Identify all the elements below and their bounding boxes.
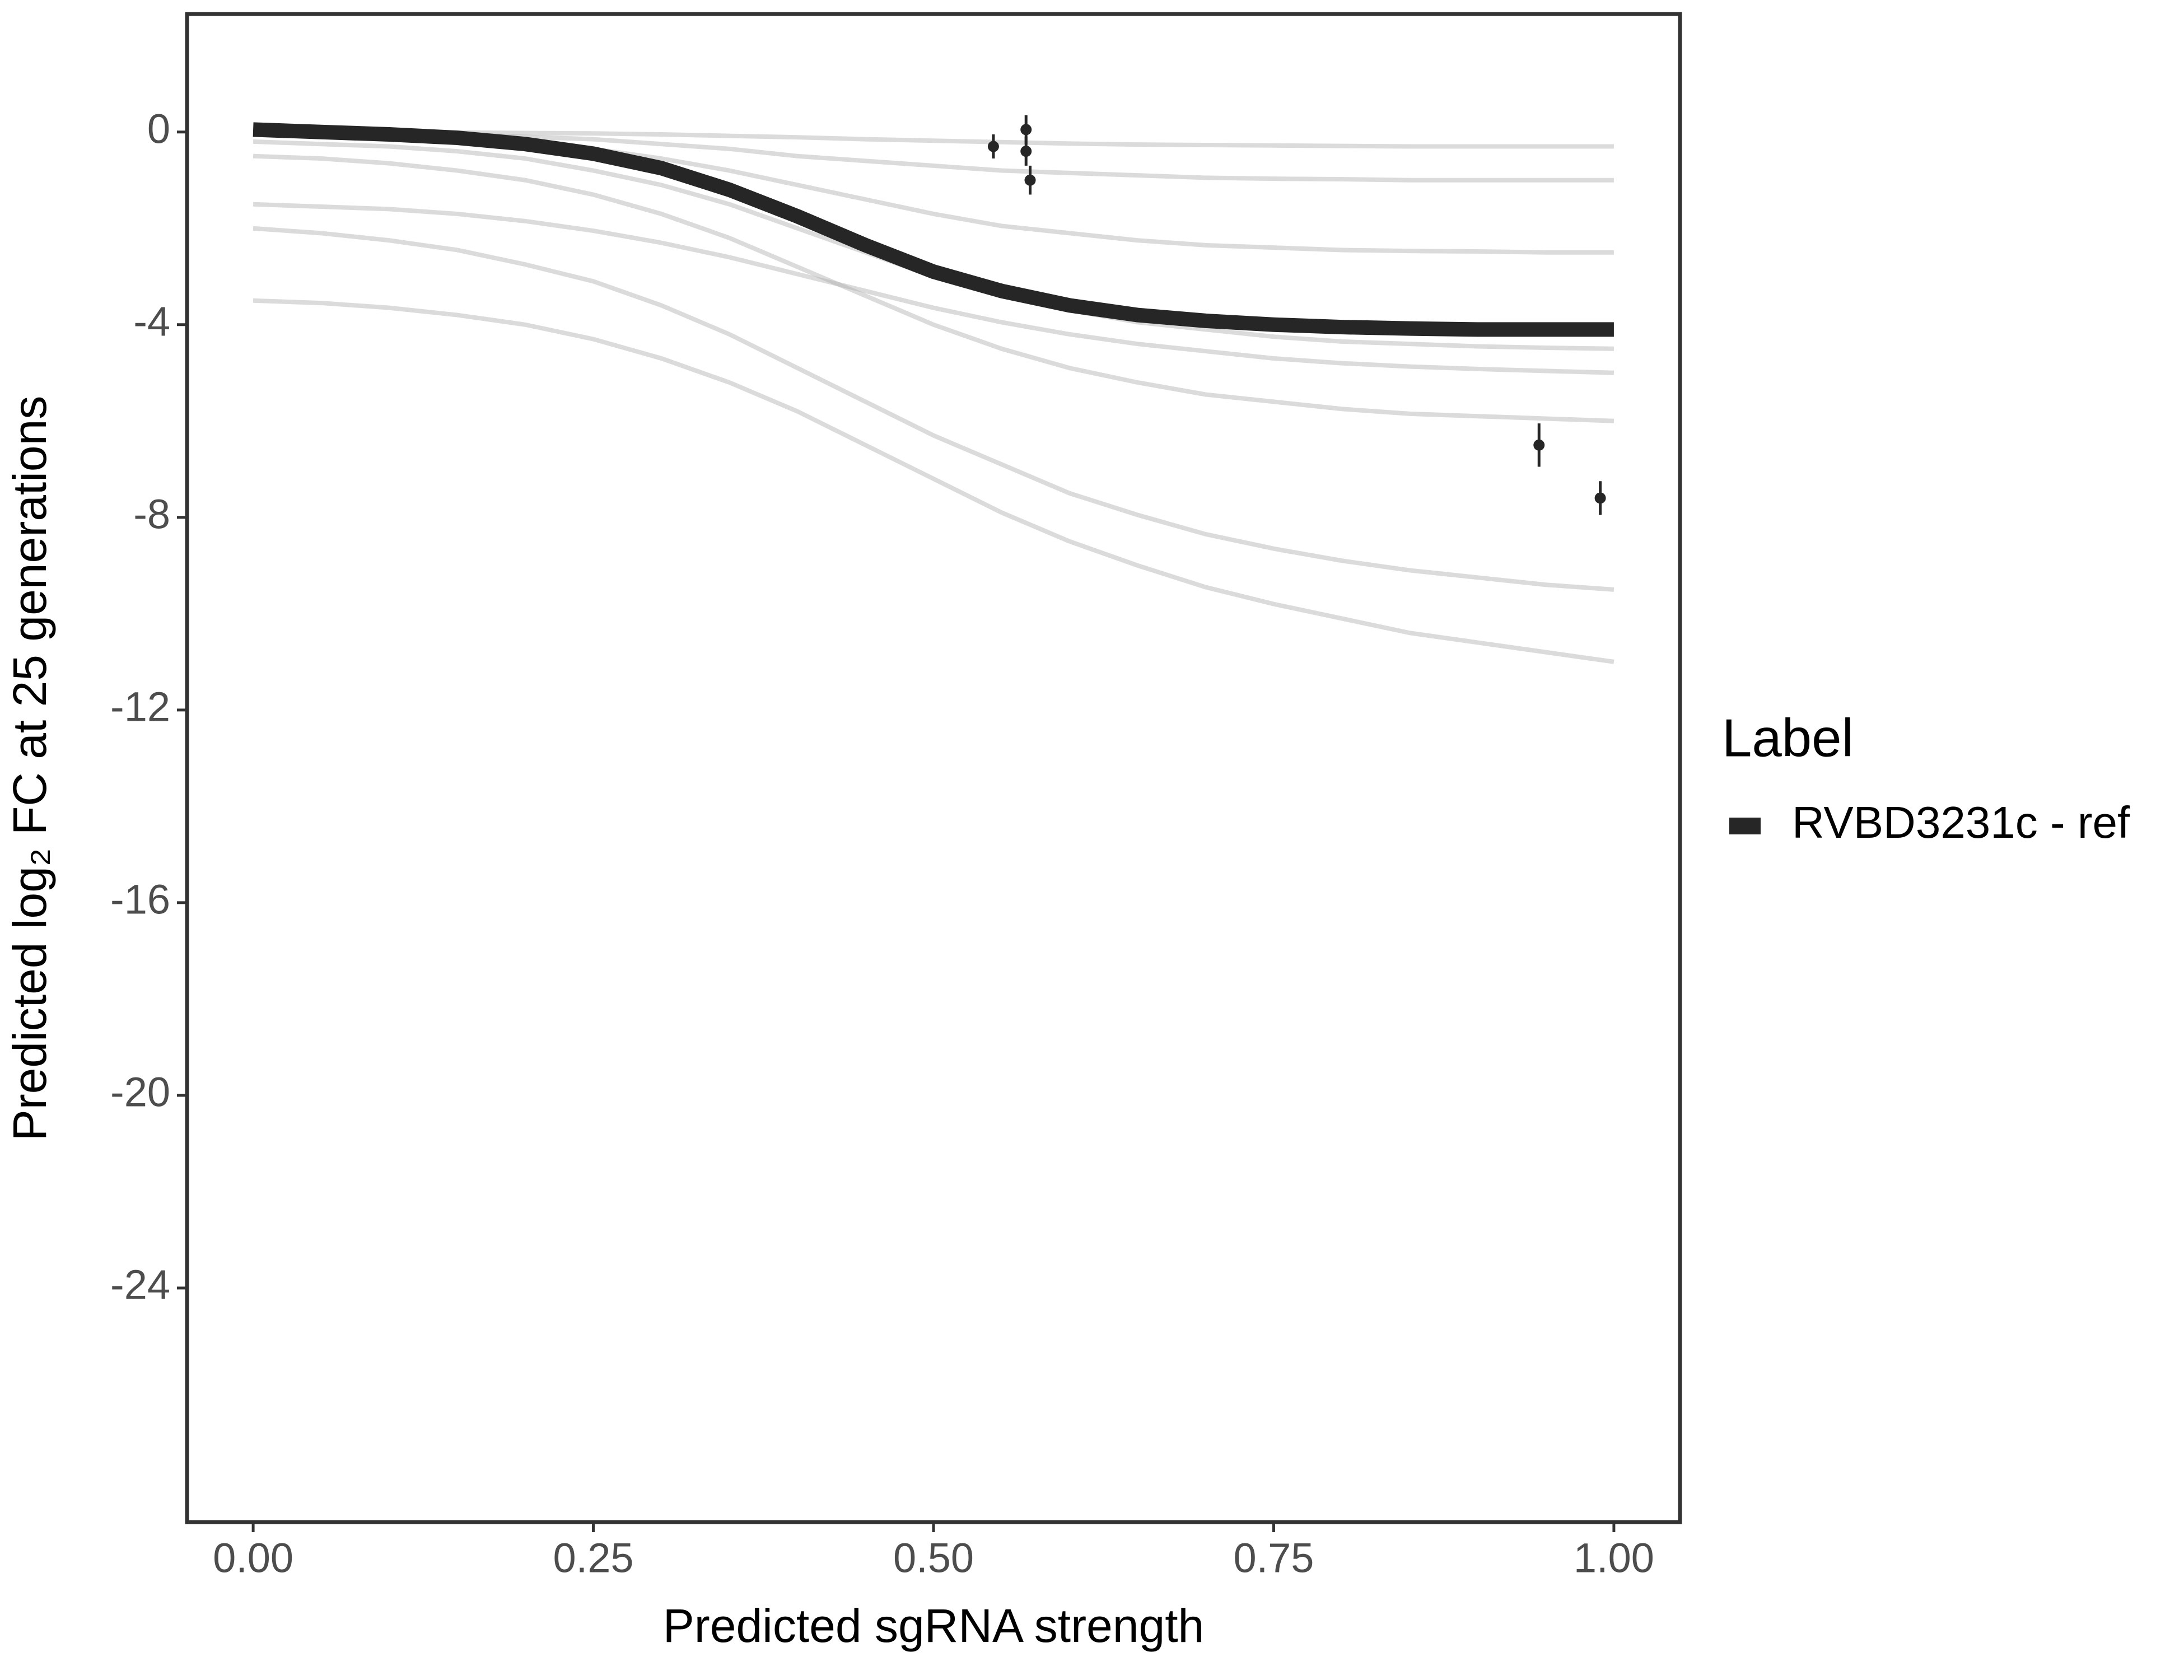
x-tick-label: 0.00	[213, 1535, 293, 1581]
x-axis-title: Predicted sgRNA strength	[663, 1599, 1205, 1652]
data-point	[1533, 439, 1545, 451]
x-tick-label: 0.75	[1233, 1535, 1314, 1581]
y-axis-title: Predicted log₂ FC at 25 generations	[3, 396, 56, 1141]
fit-line	[253, 122, 1614, 337]
legend-title: Label	[1722, 708, 1854, 768]
data-point	[1594, 492, 1606, 504]
legend-label: RVBD3231c - ref	[1792, 797, 2130, 847]
data-point	[1024, 174, 1036, 186]
posterior-draw	[253, 153, 1614, 423]
legend-key	[1729, 818, 1761, 834]
y-tick-label: -24	[110, 1262, 170, 1308]
data-point	[987, 141, 999, 152]
y-tick-label: -16	[110, 876, 170, 922]
panel-border	[185, 12, 1682, 1524]
y-tick-label: -8	[133, 491, 170, 537]
posterior-draw	[253, 298, 1614, 664]
x-tick-label: 0.25	[553, 1535, 634, 1581]
y-tick-label: 0	[147, 105, 170, 152]
x-tick-label: 0.50	[893, 1535, 974, 1581]
x-tick-label: 1.00	[1574, 1535, 1654, 1581]
y-tick-label: -4	[133, 298, 170, 344]
y-tick-label: -12	[110, 683, 170, 730]
posterior-draw	[253, 202, 1614, 375]
data-point	[1020, 146, 1032, 157]
y-tick-label: -20	[110, 1068, 170, 1115]
data-point	[1020, 124, 1032, 136]
posterior-draw	[253, 226, 1614, 592]
